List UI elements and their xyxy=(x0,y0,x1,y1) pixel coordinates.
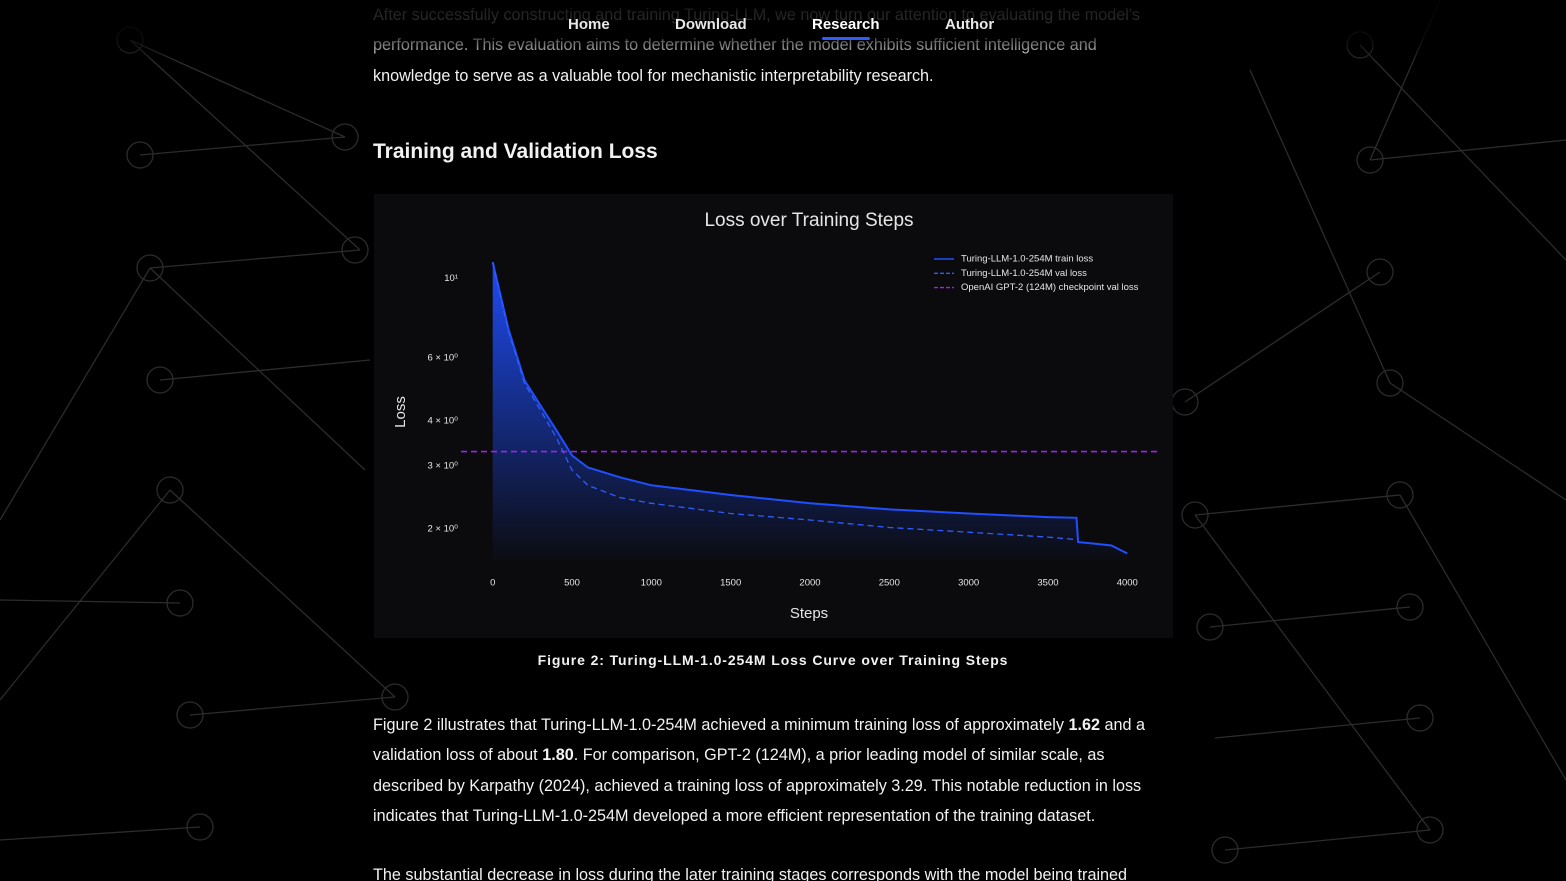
y-tick-label: 10¹ xyxy=(444,273,458,284)
legend-label: OpenAI GPT-2 (124M) checkpoint val loss xyxy=(961,282,1139,293)
text: . For comparison, GPT-2 (124M), a prior … xyxy=(373,746,1142,826)
x-tick-label: 2500 xyxy=(879,578,900,589)
nav-link[interactable]: Home xyxy=(568,16,610,33)
x-tick-label: 4000 xyxy=(1117,578,1138,589)
x-tick-label: 3000 xyxy=(958,578,979,589)
x-tick-label: 1500 xyxy=(720,578,741,589)
next-paragraph: The substantial decrease in loss during … xyxy=(373,866,1128,881)
nav-bar: Home Download Research Author xyxy=(0,16,1566,40)
text: Figure 2 illustrates that Turing-LLM-1.0… xyxy=(373,716,1069,734)
y-tick-label: 2 × 10⁰ xyxy=(428,524,459,535)
y-tick-label: 6 × 10⁰ xyxy=(428,352,459,363)
legend-label: Turing-LLM-1.0-254M val loss xyxy=(961,268,1087,279)
x-tick-label: 500 xyxy=(564,578,580,589)
y-tick-label: 4 × 10⁰ xyxy=(428,416,459,427)
x-tick-label: 0 xyxy=(490,578,495,589)
x-tick-label: 3500 xyxy=(1037,578,1058,589)
x-tick-label: 2000 xyxy=(799,578,820,589)
nav-link[interactable]: Research xyxy=(812,16,880,40)
chart-title: Loss over Training Steps xyxy=(704,210,913,231)
text: and a validation loss of about xyxy=(373,716,1146,765)
loss-line xyxy=(492,261,1077,541)
x-axis-label: Steps xyxy=(790,605,828,622)
figure-caption: Figure 2: Turing-LLM-1.0-254M Loss Curve… xyxy=(537,652,1009,668)
results-paragraph: Figure 2 illustrates that Turing-LLM-1.0… xyxy=(373,710,1173,832)
bold-value: 1.80 xyxy=(542,746,574,765)
y-tick-label: 3 × 10⁰ xyxy=(428,460,459,471)
nav-link[interactable]: Author xyxy=(945,16,995,33)
nav-link[interactable]: Download xyxy=(675,16,747,33)
x-tick-label: 1000 xyxy=(641,578,662,589)
bold-value: 1.62 xyxy=(1068,716,1100,734)
nav-fade xyxy=(0,0,1566,62)
loss-chart: Loss over Training Steps Steps Loss 0 500… xyxy=(374,194,1173,638)
loss-line xyxy=(491,261,1128,555)
section-heading: Training and Validation Loss xyxy=(373,140,658,163)
legend-label: Turing-LLM-1.0-254M train loss xyxy=(961,254,1093,265)
y-axis-label: Loss xyxy=(392,396,409,428)
